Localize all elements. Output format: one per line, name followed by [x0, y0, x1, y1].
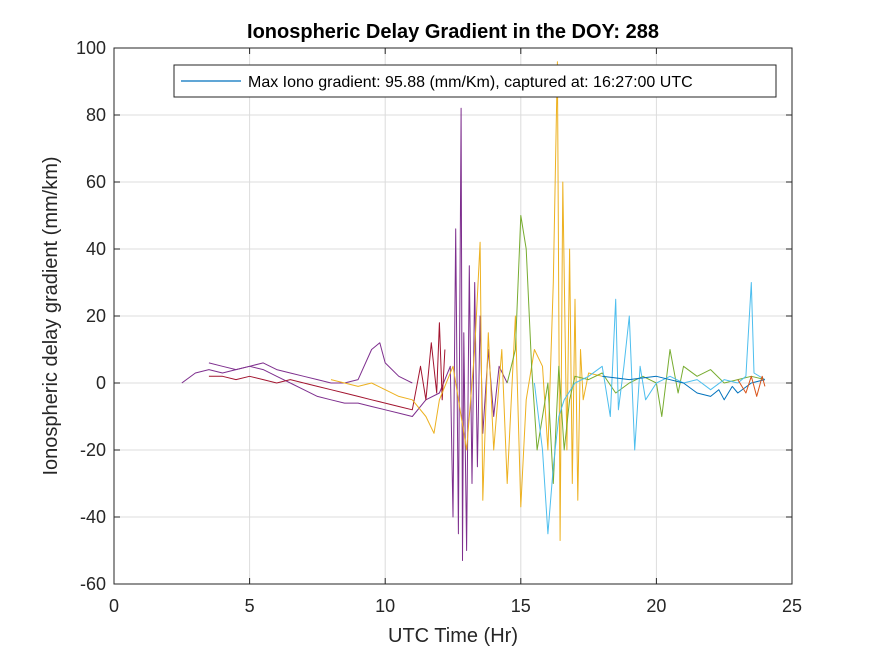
series-line-7	[602, 375, 766, 401]
series-line-1	[181, 107, 508, 561]
y-tick-label: 80	[86, 105, 106, 125]
y-tick-label: 60	[86, 172, 106, 192]
x-tick-label: 0	[109, 596, 119, 616]
legend: Max Iono gradient: 95.88 (mm/Km), captur…	[173, 64, 777, 98]
series-layer	[181, 61, 766, 561]
y-tick-label: 100	[76, 38, 106, 58]
chart-title: Ionospheric Delay Gradient in the DOY: 2…	[247, 21, 659, 43]
y-tick-label: 0	[96, 373, 106, 393]
series-line-6	[533, 282, 766, 535]
x-tick-label: 10	[375, 596, 395, 616]
x-tick-label: 5	[245, 596, 255, 616]
y-axis-ticks: -60 -40 -20 0 20 40 60 80 100	[76, 38, 792, 594]
x-axis-label: UTC Time (Hr)	[388, 625, 518, 647]
legend-entry: Max Iono gradient: 95.88 (mm/Km), captur…	[248, 74, 693, 91]
x-tick-label: 25	[782, 596, 802, 616]
series-line-4	[330, 61, 603, 541]
series-line-5	[506, 215, 766, 484]
series-line-8	[737, 375, 766, 397]
x-axis-ticks: 0 5 10 15 20 25	[109, 48, 802, 616]
y-axis-label: Ionospheric delay gradient (mm/km)	[40, 156, 62, 475]
y-tick-label: -40	[80, 507, 106, 527]
y-tick-label: 40	[86, 239, 106, 259]
legend-box	[173, 64, 777, 98]
y-tick-label: 20	[86, 306, 106, 326]
series-line-2	[208, 342, 413, 384]
series-line-3	[208, 322, 446, 411]
y-tick-label: -60	[80, 574, 106, 594]
y-tick-label: -20	[80, 440, 106, 460]
x-tick-label: 20	[646, 596, 666, 616]
x-tick-label: 15	[511, 596, 531, 616]
grid-lines	[114, 48, 792, 584]
